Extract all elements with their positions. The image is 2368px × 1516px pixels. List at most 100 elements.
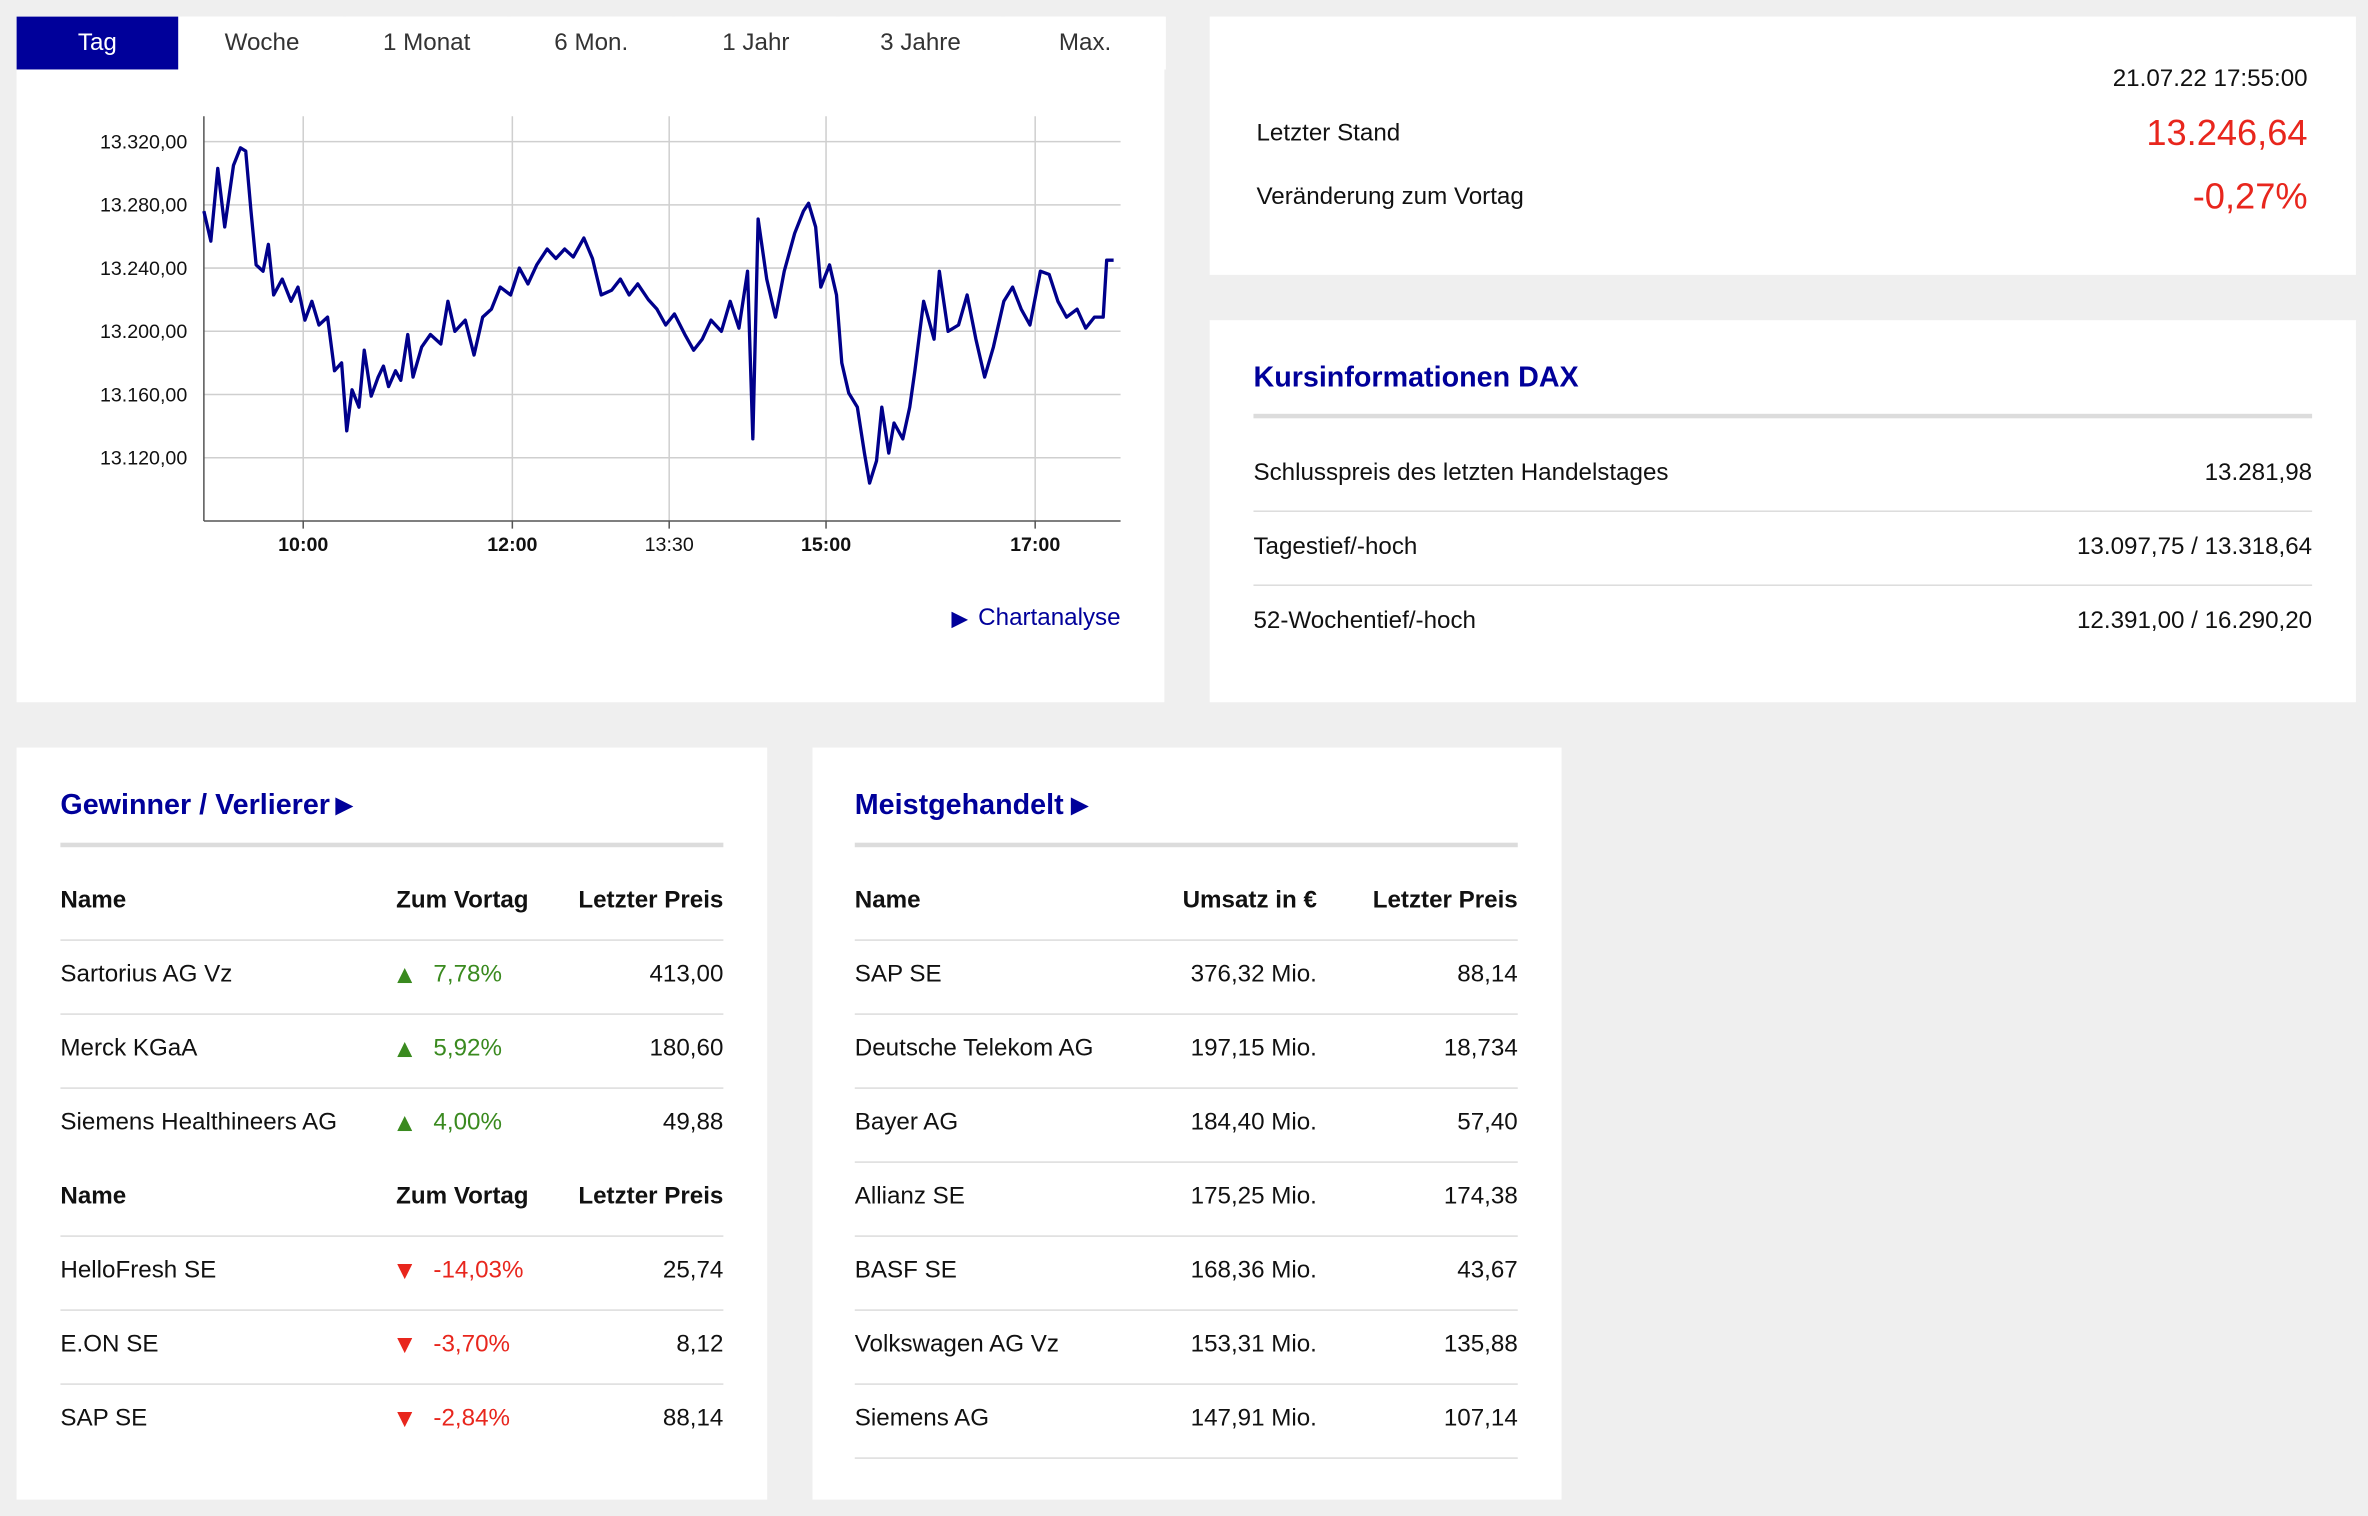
row-separator	[60, 1087, 724, 1089]
change-label: Veränderung zum Vortag	[1256, 184, 1524, 210]
row-value: 13.281,98	[2204, 460, 2313, 487]
row-separator	[854, 939, 1518, 941]
stock-price: 88,14	[662, 1405, 724, 1432]
stock-name: Deutsche Telekom AG	[854, 1035, 1094, 1062]
row-separator	[60, 1383, 724, 1385]
table-header: Name	[854, 887, 921, 914]
movers-panel	[16, 747, 768, 1500]
chart-panel	[16, 16, 1165, 703]
stock-name: Siemens AG	[854, 1405, 990, 1432]
title-rule	[854, 842, 1518, 848]
arrow-shape	[397, 1116, 413, 1132]
tab[interactable]: 3 Jahre	[839, 16, 1002, 70]
arrow-icon	[397, 968, 413, 984]
section-title[interactable]: Gewinner / Verlierer	[60, 789, 330, 822]
tab[interactable]: 6 Mon.	[510, 16, 673, 70]
row-separator	[854, 1235, 1518, 1237]
stock-price: 413,00	[649, 961, 724, 988]
stock-price: 8,12	[676, 1331, 724, 1358]
row-separator	[1253, 584, 2313, 586]
change-value: -0,27%	[2192, 176, 2308, 218]
row-label: Schlusspreis des letzten Handelstages	[1253, 460, 1669, 487]
stock-name: E.ON SE	[60, 1331, 159, 1358]
row-label: Tagestief/-hoch	[1253, 534, 1418, 561]
arrow-icon	[397, 1116, 413, 1132]
stock-turnover: 197,15 Mio.	[1190, 1035, 1317, 1062]
y-tick-label: 13.200,00	[100, 321, 187, 343]
tab[interactable]: Tag	[16, 16, 179, 70]
stock-price: 107,14	[1443, 1405, 1518, 1432]
table-header: Name	[60, 1183, 127, 1210]
y-tick-label: 13.160,00	[100, 384, 187, 406]
stock-price: 25,74	[662, 1257, 724, 1284]
arrow-shape	[397, 1042, 413, 1058]
table-header: Letzter Preis	[578, 1183, 724, 1210]
last-value: 13.246,64	[2146, 113, 2308, 155]
x-tick-label: 15:00	[801, 534, 851, 556]
y-tick-label: 13.120,00	[100, 448, 187, 470]
chart-analysis-link[interactable]: Chartanalyse	[978, 605, 1121, 632]
stock-price: 57,40	[1457, 1109, 1518, 1136]
tab[interactable]: 1 Jahr	[675, 16, 837, 70]
table-header: Name	[60, 887, 127, 914]
x-tick-label: 13:30	[645, 534, 694, 556]
row-separator	[1253, 510, 2313, 512]
table-header: Letzter Preis	[578, 887, 724, 914]
tab[interactable]: Woche	[181, 16, 343, 70]
row-separator	[854, 1383, 1518, 1385]
section-title[interactable]: Meistgehandelt	[854, 789, 1064, 822]
last-label: Letzter Stand	[1256, 120, 1401, 147]
row-separator	[854, 1087, 1518, 1089]
stock-price: 49,88	[662, 1109, 724, 1136]
stock-change: 5,92%	[433, 1035, 502, 1062]
stock-change: -2,84%	[433, 1405, 510, 1432]
arrow-icon	[397, 1264, 413, 1280]
stock-price: 43,67	[1457, 1257, 1518, 1284]
stock-change: -14,03%	[433, 1257, 524, 1284]
y-tick-label: 13.320,00	[100, 131, 187, 153]
arrow-shape	[951, 610, 969, 628]
stock-turnover: 153,31 Mio.	[1190, 1331, 1317, 1358]
stock-price: 88,14	[1457, 961, 1518, 988]
title-rule	[60, 842, 724, 848]
arrow-shape	[397, 1338, 413, 1354]
stock-name: Bayer AG	[854, 1109, 959, 1136]
arrow-icon	[397, 1042, 413, 1058]
stock-name: Allianz SE	[854, 1183, 965, 1210]
row-separator	[854, 1013, 1518, 1015]
row-separator	[854, 1161, 1518, 1163]
arrow-icon	[397, 1412, 413, 1428]
arrow-shape	[397, 968, 413, 984]
row-separator	[60, 1013, 724, 1015]
stock-name: Sartorius AG Vz	[60, 961, 233, 988]
stock-name: SAP SE	[60, 1405, 148, 1432]
x-tick-label: 12:00	[487, 534, 537, 556]
stock-price: 135,88	[1443, 1331, 1518, 1358]
tab[interactable]: Max.	[1004, 16, 1166, 70]
stock-name: SAP SE	[854, 961, 942, 988]
quote-panel	[1209, 16, 2356, 275]
row-label: 52-Wochentief/-hoch	[1253, 608, 1476, 635]
row-value: 13.097,75 / 13.318,64	[2076, 534, 2313, 561]
arrow-icon	[397, 1338, 413, 1354]
x-tick-label: 10:00	[278, 534, 328, 556]
most-traded-panel	[812, 747, 1562, 1500]
stock-turnover: 168,36 Mio.	[1190, 1257, 1317, 1284]
row-separator	[854, 1457, 1518, 1459]
arrow-icon	[1070, 797, 1089, 816]
arrow-shape	[335, 797, 354, 816]
timestamp: 21.07.22 17:55:00	[2112, 66, 2308, 93]
stock-change: -3,70%	[433, 1331, 510, 1358]
stock-change: 7,78%	[433, 961, 502, 988]
table-header: Umsatz in €	[1182, 887, 1317, 914]
stock-turnover: 376,32 Mio.	[1190, 961, 1317, 988]
row-separator	[60, 1235, 724, 1237]
stock-name: Volkswagen AG Vz	[854, 1331, 1059, 1358]
row-separator	[60, 939, 724, 941]
table-header: Zum Vortag	[396, 887, 529, 914]
stock-price: 174,38	[1443, 1183, 1518, 1210]
tab[interactable]: 1 Monat	[345, 16, 508, 70]
stock-name: Merck KGaA	[60, 1035, 198, 1062]
stock-name: HelloFresh SE	[60, 1257, 217, 1284]
stock-price: 18,734	[1443, 1035, 1518, 1062]
